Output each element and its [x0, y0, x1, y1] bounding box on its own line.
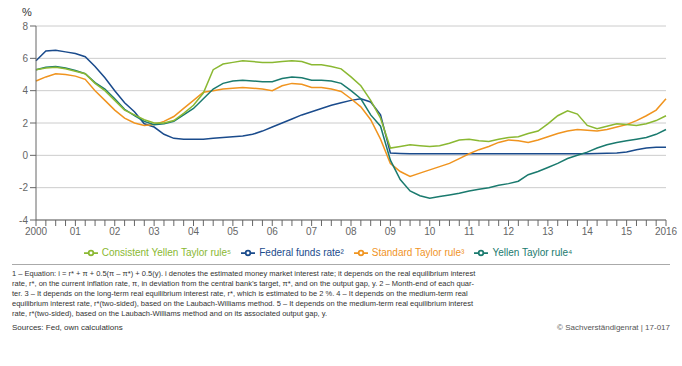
html-text:Standard Taylor rule³: Standard Taylor rule³ [371, 246, 465, 258]
svg-text:4: 4 [22, 85, 28, 96]
svg-text:06: 06 [267, 226, 279, 237]
svg-text:8: 8 [22, 21, 28, 32]
svg-text:03: 03 [149, 226, 161, 237]
html-text:rate, r*(two-sided), based on: rate, r*(two-sided), based on the Laubac… [12, 309, 327, 318]
svg-text:0: 0 [22, 150, 28, 161]
svg-text:2016: 2016 [655, 226, 678, 237]
html-text:1 – Equation: i = r* + π + 0.5: 1 – Equation: i = r* + π + 0.5(π – π*) +… [12, 269, 476, 278]
html-text:rate, r*, on the current infla: rate, r*, on the current inflation rate,… [12, 279, 474, 288]
html-text:Yellen Taylor rule⁴: Yellen Taylor rule⁴ [492, 246, 573, 258]
svg-text:01: 01 [70, 226, 82, 237]
svg-text:13: 13 [542, 226, 554, 237]
svg-text:6: 6 [22, 53, 28, 64]
svg-text:10: 10 [424, 226, 436, 237]
html-text:equilibrium interest rate, r*(: equilibrium interest rate, r*(two-sided)… [12, 299, 474, 308]
svg-text:2: 2 [22, 118, 28, 129]
svg-text:08: 08 [345, 226, 357, 237]
svg-text:11: 11 [464, 226, 475, 237]
html-text:ter. 3 – It depends on the lon: ter. 3 – It depends on the long-term rea… [12, 289, 468, 298]
svg-text:02: 02 [109, 226, 121, 237]
svg-text:09: 09 [385, 226, 397, 237]
svg-text:07: 07 [306, 226, 318, 237]
svg-text:05: 05 [227, 226, 239, 237]
svg-text:2000: 2000 [25, 226, 48, 237]
html-text:Federal funds rate²: Federal funds rate² [259, 246, 344, 258]
svg-text:12: 12 [503, 226, 515, 237]
svg-text:-2: -2 [19, 182, 28, 193]
html-text:Sources: Fed, own calculations: Sources: Fed, own calculations [12, 323, 123, 332]
svg-text:-4: -4 [19, 215, 28, 226]
svg-text:15: 15 [621, 226, 633, 237]
html-text:Consistent Yellen Taylor rule⁵: Consistent Yellen Taylor rule⁵ [101, 246, 232, 258]
html-text:© Sachverständigenrat | 17-017: © Sachverständigenrat | 17-017 [557, 323, 670, 332]
svg-text:14: 14 [582, 226, 594, 237]
svg-text:04: 04 [188, 226, 200, 237]
